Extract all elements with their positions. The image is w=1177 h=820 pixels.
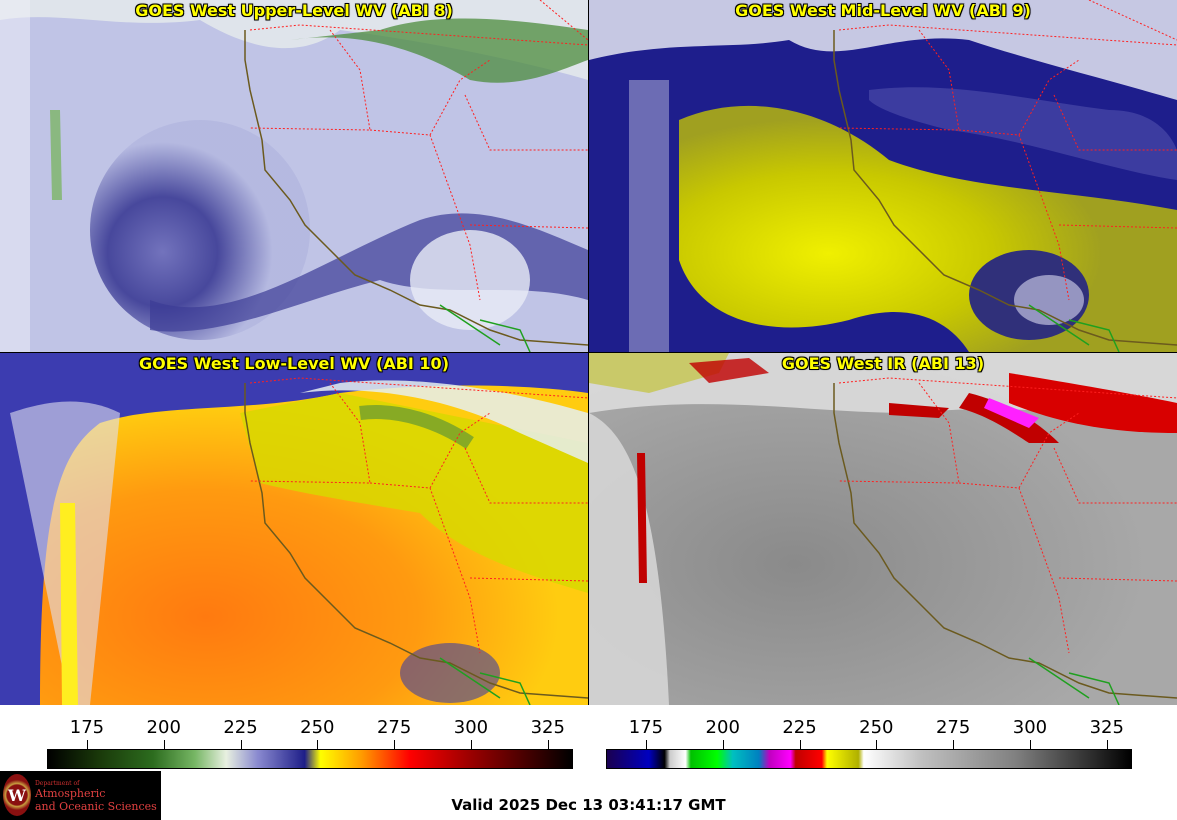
colorbar-tick [394,740,396,749]
panel-low-level-wv: GOES West Low-Level WV (ABI 10) [0,353,588,705]
colorbar-tick [799,740,801,749]
panel-title: GOES West Mid-Level WV (ABI 9) [735,1,1031,20]
colorbar-tick [470,740,472,749]
colorbar-tick [317,740,319,749]
colorbar-tick-label: 275 [935,717,971,738]
colorbar-tick-label: 225 [782,717,817,738]
colorbar-tick-label: 300 [1012,717,1048,738]
panel-upper-level-wv: GOES West Upper-Level WV (ABI 8) [0,0,588,352]
low-level-wv-image [0,353,588,705]
colorbar-tick [1106,740,1108,749]
colorbar-tick-label: 250 [859,717,894,738]
colorbar-tick [163,740,165,749]
panel-title: GOES West IR (ABI 13) [781,354,985,373]
panel-infrared: GOES West IR (ABI 13) [589,353,1177,705]
colorbar-tick-label: 325 [530,717,565,738]
valid-time: Valid 2025 Dec 13 03:41:17 GMT [451,796,726,814]
colorbar-tick-label: 225 [223,717,258,738]
panel-title: GOES West Upper-Level WV (ABI 8) [135,1,453,20]
colorbar-tick [876,740,878,749]
panel-divider-horizontal [0,352,1177,353]
infrared-image [589,353,1177,705]
colorbar-tick-label: 250 [300,717,335,738]
colorbar-tick-label: 300 [453,717,489,738]
colorbar-tick-label: 200 [146,717,181,738]
colorbar-tick-label: 175 [69,717,105,738]
colorbar-tick [953,740,955,749]
colorbar-tick [722,740,724,749]
colorbar-tick-label: 200 [705,717,740,738]
mid-level-wv-image [589,0,1177,352]
logo-dept-text: Department of [35,780,80,787]
logo-line2: and Oceanic Sciences [35,800,157,813]
aos-logo: W Department of Atmospheric and Oceanic … [0,771,161,820]
panel-mid-level-wv: GOES West Mid-Level WV (ABI 9) [589,0,1177,352]
colorbar-tick-label: 325 [1089,717,1124,738]
colorbar-tick-label: 275 [376,717,412,738]
water-vapor-colorbar [47,749,573,769]
colorbar-tick [547,740,549,749]
colorbar-tick [1029,740,1031,749]
uw-seal-icon: W [3,774,31,816]
panel-title: GOES West Low-Level WV (ABI 10) [138,354,449,373]
colorbar-tick [645,740,647,749]
colorbar-tick [240,740,242,749]
colorbar-tick-label: 175 [628,717,664,738]
colorbar-tick [86,740,88,749]
logo-line1: Atmospheric [35,787,106,800]
infrared-colorbar [606,749,1132,769]
upper-level-wv-image [0,0,588,352]
